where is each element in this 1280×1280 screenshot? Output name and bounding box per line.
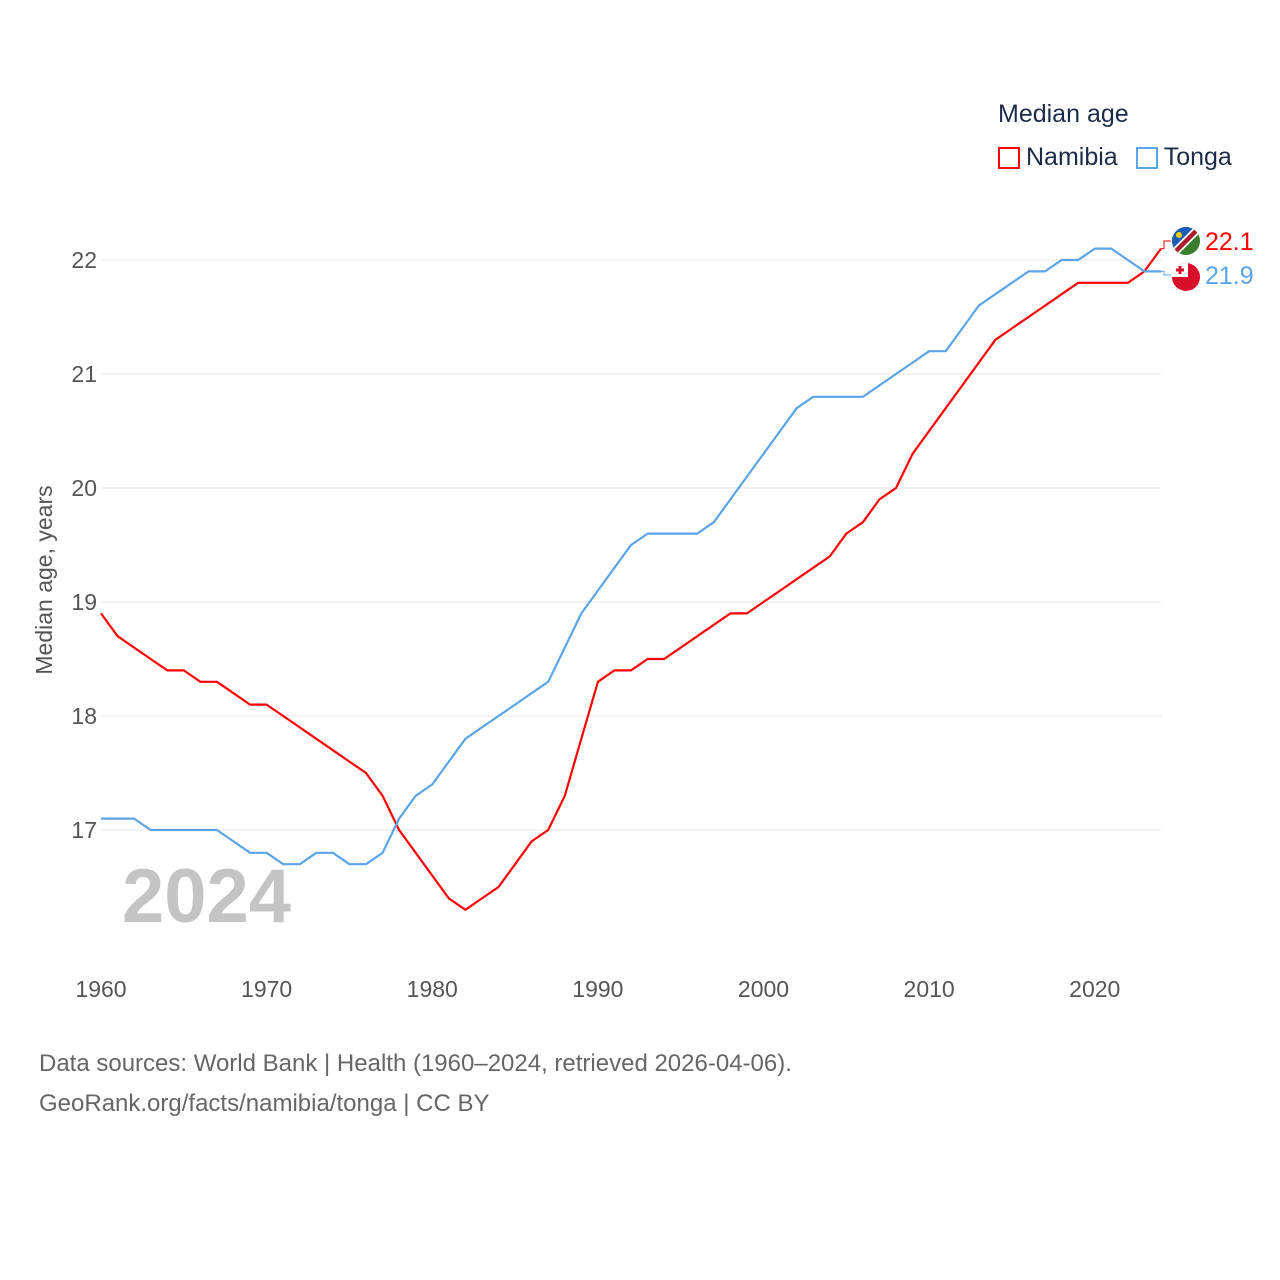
x-tick-label: 1970: [241, 976, 292, 1002]
y-tick-label: 19: [71, 589, 97, 615]
label-connector: [1161, 270, 1171, 276]
data-source: Data sources: World Bank | Health (1960–…: [39, 1050, 792, 1077]
label-connector: [1161, 240, 1171, 250]
legend-label: Namibia: [1026, 143, 1118, 171]
y-tick-label: 17: [71, 817, 97, 843]
y-tick-label: 18: [71, 703, 97, 729]
namibia-flag-icon: [1172, 227, 1200, 255]
footer: Data sources: World Bank | Health (1960–…: [39, 1044, 792, 1124]
x-tick-label: 2000: [738, 976, 789, 1002]
y-tick-label: 20: [71, 475, 97, 501]
legend-swatch: [1135, 146, 1158, 169]
series-line-namibia: [100, 247, 1162, 911]
year-watermark: 2024: [122, 854, 291, 939]
y-tick-label: 22: [71, 247, 97, 273]
legend-title: Median age: [998, 100, 1129, 128]
legend-swatch: [998, 146, 1020, 169]
x-tick-label: 2010: [904, 976, 955, 1002]
x-tick-label: 2020: [1069, 976, 1120, 1002]
legend-label: Tonga: [1163, 143, 1232, 171]
x-tick-label: 1980: [407, 976, 458, 1002]
tonga-flag-icon: [1172, 263, 1200, 291]
legend: Namibia Tonga: [998, 143, 1232, 172]
y-tick-label: 21: [71, 361, 97, 387]
source-link[interactable]: GeoRank.org/facts/namibia/tonga | CC BY: [39, 1090, 490, 1117]
legend-item-tonga[interactable]: Tonga: [1135, 143, 1232, 172]
end-value-label: 21.9: [1205, 262, 1254, 290]
y-axis-label: Median age, years: [31, 485, 57, 674]
x-tick-label: 1990: [572, 976, 623, 1002]
series-line-tonga: [101, 247, 1161, 866]
legend-item-namibia[interactable]: Namibia: [998, 143, 1118, 172]
end-value-label: 22.1: [1205, 228, 1254, 256]
x-tick-label: 1960: [75, 976, 126, 1002]
